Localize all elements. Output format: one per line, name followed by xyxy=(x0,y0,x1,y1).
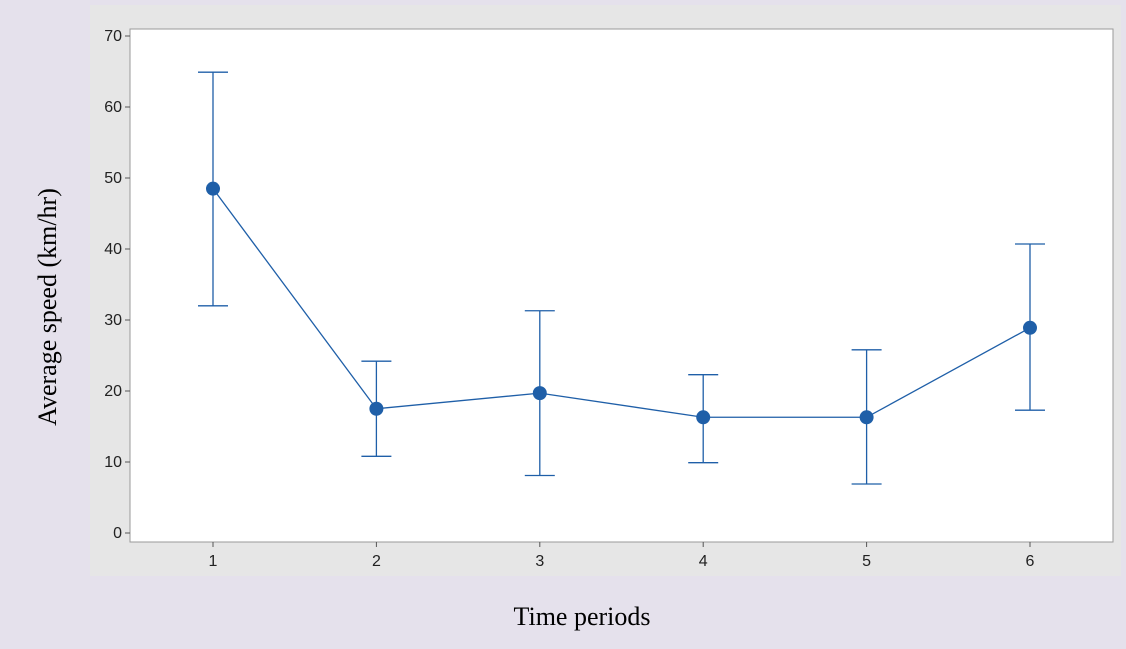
y-tick-label: 10 xyxy=(104,454,122,471)
data-point xyxy=(696,410,711,425)
data-points xyxy=(206,181,1037,425)
x-tick-label: 3 xyxy=(535,553,544,570)
data-point xyxy=(859,410,874,425)
series-line xyxy=(212,188,1031,418)
x-tick-label: 4 xyxy=(699,553,708,570)
x-tick-label: 5 xyxy=(862,553,871,570)
x-axis-title: Time periods xyxy=(514,602,651,631)
data-point xyxy=(206,181,220,196)
data-point xyxy=(1023,320,1037,335)
y-tick-label: 0 xyxy=(113,525,122,542)
y-tick-label: 40 xyxy=(104,241,122,258)
y-tick-label: 50 xyxy=(104,170,122,187)
x-tick-label: 2 xyxy=(372,553,381,570)
x-axis: 1 2 3 4 5 6 xyxy=(209,542,1035,570)
y-tick-label: 30 xyxy=(104,312,122,329)
x-tick-label: 1 xyxy=(209,553,218,570)
y-axis: 0 10 20 30 40 50 60 70 xyxy=(104,28,130,542)
data-point xyxy=(369,401,384,416)
y-tick-label: 20 xyxy=(104,383,122,400)
y-axis-title: Average speed (km/hr) xyxy=(33,188,62,426)
x-tick-label: 6 xyxy=(1026,553,1035,570)
y-tick-label: 70 xyxy=(104,28,122,45)
y-tick-label: 60 xyxy=(104,99,122,116)
data-point xyxy=(532,386,547,401)
plot-area xyxy=(129,28,1114,543)
